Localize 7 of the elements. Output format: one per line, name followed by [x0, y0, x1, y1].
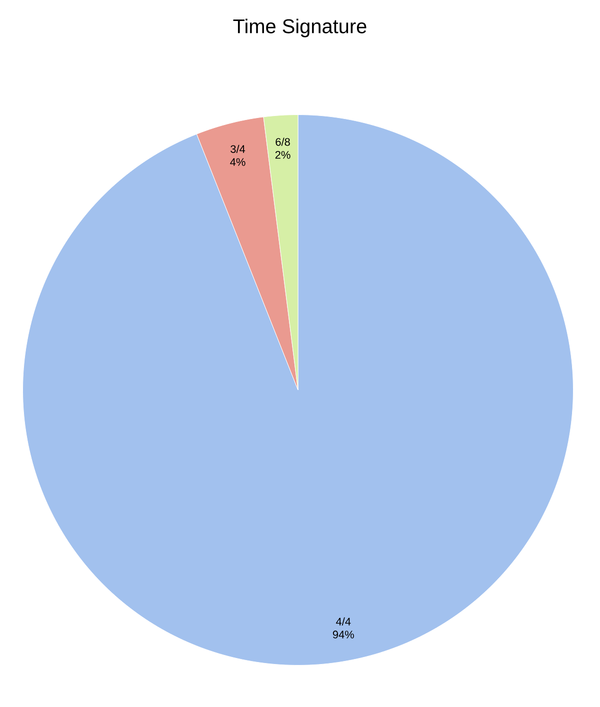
data-label: 4% [230, 158, 246, 166]
slice-label: 3/4 [230, 144, 246, 153]
data-label: 94% [332, 630, 354, 638]
chart-title: Time Signature [233, 18, 366, 38]
slice-label: 4/4 [336, 617, 351, 626]
data-label: 2% [275, 151, 290, 159]
slice-label: 6/8 [276, 138, 290, 146]
